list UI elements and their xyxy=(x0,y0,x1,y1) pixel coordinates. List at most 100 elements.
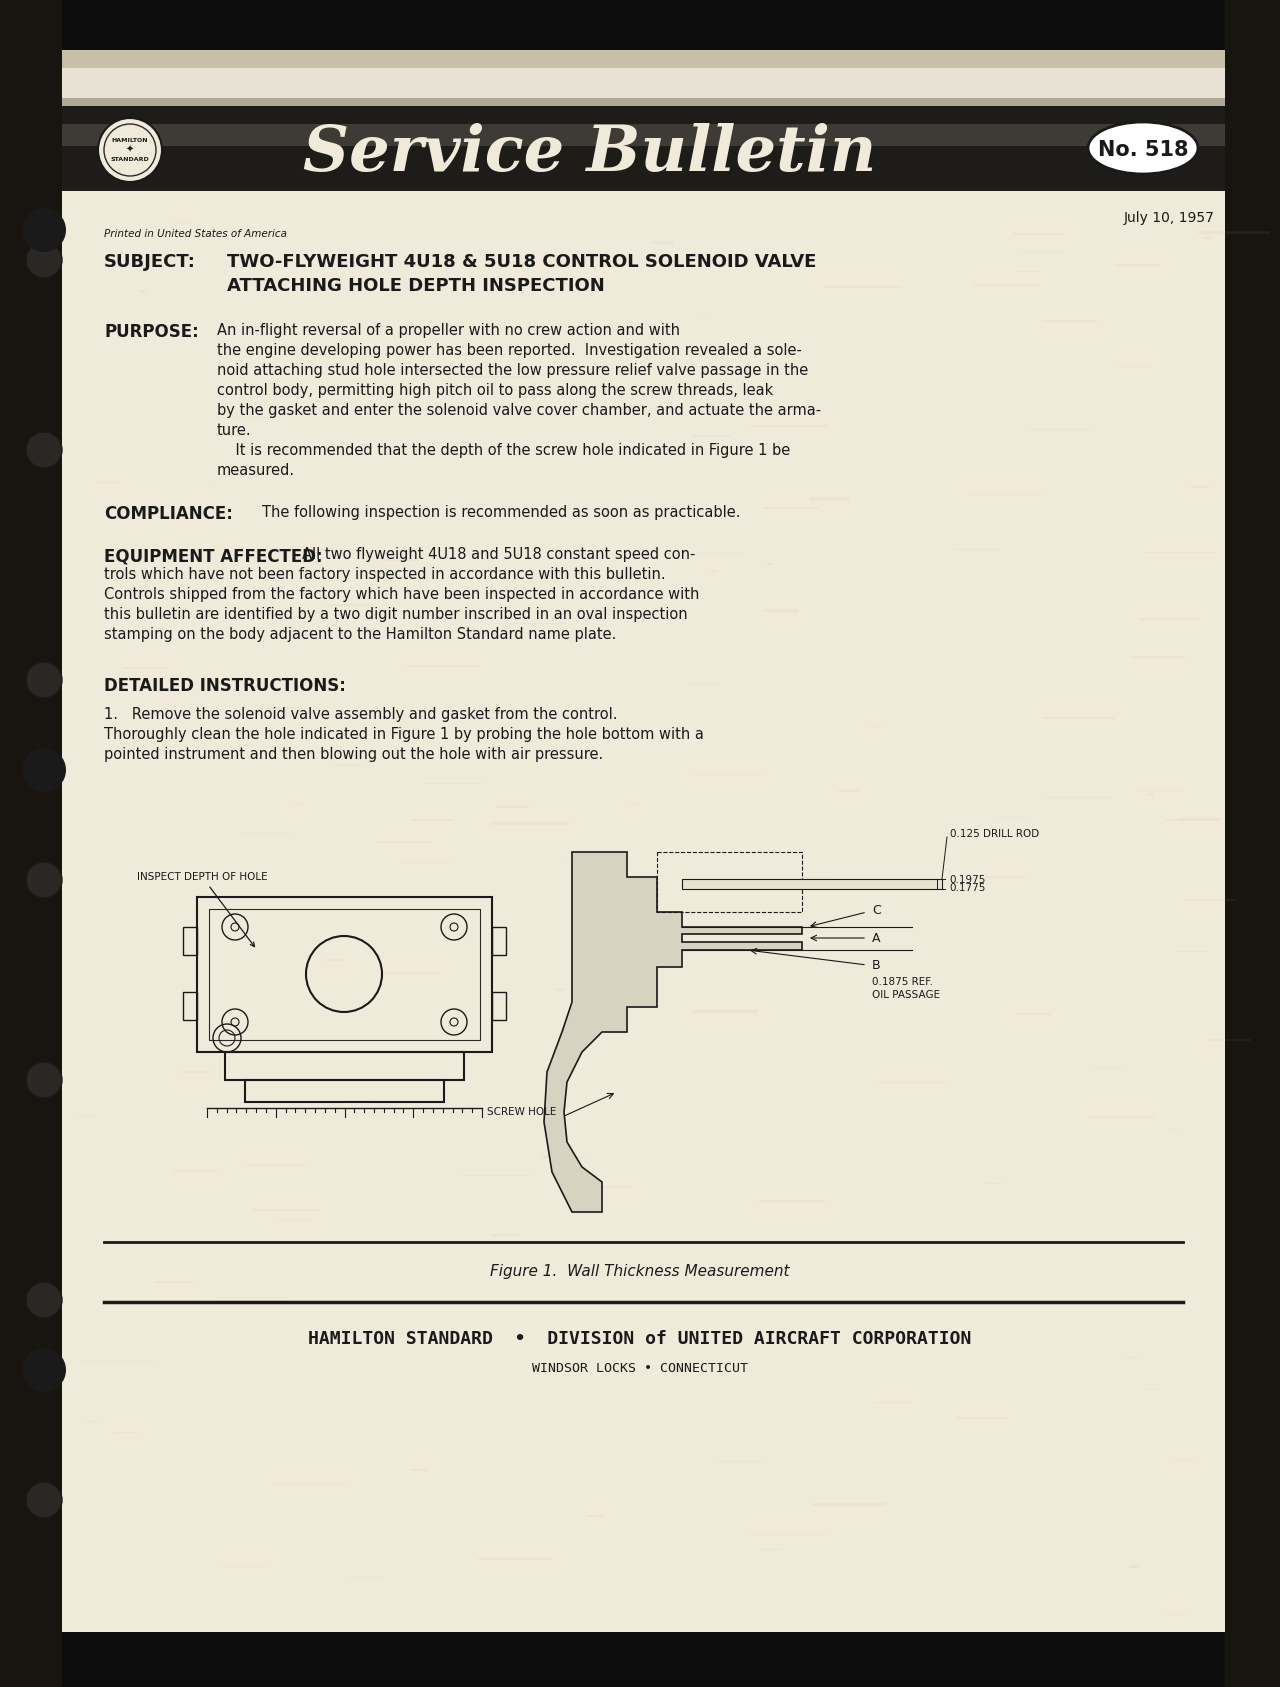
Bar xyxy=(497,805,529,808)
Text: INSPECT DEPTH OF HOLE: INSPECT DEPTH OF HOLE xyxy=(137,872,268,946)
Text: TWO-FLYWEIGHT 4U18 & 5U18 CONTROL SOLENOID VALVE: TWO-FLYWEIGHT 4U18 & 5U18 CONTROL SOLENO… xyxy=(227,253,817,272)
Text: by the gasket and enter the solenoid valve cover chamber, and actuate the arma-: by the gasket and enter the solenoid val… xyxy=(218,403,822,418)
Bar xyxy=(591,1029,614,1031)
Text: The following inspection is recommended as soon as practicable.: The following inspection is recommended … xyxy=(262,504,741,520)
Bar xyxy=(122,668,168,670)
Text: COMPLIANCE:: COMPLIANCE: xyxy=(104,504,233,523)
Bar xyxy=(325,958,343,962)
Text: July 10, 1957: July 10, 1957 xyxy=(1124,211,1215,224)
Bar xyxy=(113,1302,120,1304)
Bar xyxy=(492,1233,517,1237)
Bar xyxy=(653,241,675,243)
Bar xyxy=(61,98,1225,106)
Bar xyxy=(252,1210,317,1211)
Bar xyxy=(465,376,534,378)
Bar xyxy=(810,498,850,499)
Bar xyxy=(1203,236,1212,240)
Text: SCREW HOLE: SCREW HOLE xyxy=(486,1107,557,1117)
Text: Controls shipped from the factory which have been inspected in accordance with: Controls shipped from the factory which … xyxy=(104,587,699,602)
Bar xyxy=(1130,1566,1139,1567)
Bar xyxy=(1198,231,1270,233)
Text: 0.1875 REF.: 0.1875 REF. xyxy=(872,977,933,987)
Text: It is recommended that the depth of the screw hole indicated in Figure 1 be: It is recommended that the depth of the … xyxy=(218,444,790,457)
Bar xyxy=(1184,899,1236,901)
Text: 0.1975: 0.1975 xyxy=(948,876,986,886)
Bar xyxy=(586,1515,604,1517)
Bar xyxy=(986,1183,1002,1184)
Bar xyxy=(1115,265,1160,267)
Text: trols which have not been factory inspected in accordance with this bulletin.: trols which have not been factory inspec… xyxy=(104,567,666,582)
Bar xyxy=(291,548,351,552)
Text: the engine developing power has been reported.  Investigation revealed a sole-: the engine developing power has been rep… xyxy=(218,342,801,358)
Bar xyxy=(246,1164,306,1166)
Bar xyxy=(692,435,730,437)
Text: this bulletin are identified by a two digit number inscribed in an oval inspecti: this bulletin are identified by a two di… xyxy=(104,607,687,623)
Bar xyxy=(342,1100,374,1102)
Bar xyxy=(1179,818,1220,820)
Text: DETAILED INSTRUCTIONS:: DETAILED INSTRUCTIONS: xyxy=(104,676,346,695)
Text: 1.   Remove the solenoid valve assembly and gasket from the control.: 1. Remove the solenoid valve assembly an… xyxy=(104,707,617,722)
Bar xyxy=(492,926,506,955)
Bar xyxy=(557,989,564,990)
Bar xyxy=(596,1186,632,1188)
Bar xyxy=(956,1417,1007,1419)
Bar xyxy=(506,159,532,160)
Bar xyxy=(763,508,818,509)
Bar xyxy=(750,425,828,427)
Text: HAMILTON STANDARD  •  DIVISION of UNITED AIRCRAFT CORPORATION: HAMILTON STANDARD • DIVISION of UNITED A… xyxy=(308,1329,972,1348)
Text: pointed instrument and then blowing out the hole with air pressure.: pointed instrument and then blowing out … xyxy=(104,747,603,763)
Text: Thoroughly clean the hole indicated in Figure 1 by probing the hole bottom with : Thoroughly clean the hole indicated in F… xyxy=(104,727,704,742)
Bar xyxy=(1148,793,1155,796)
Bar xyxy=(1016,1012,1051,1016)
Text: Printed in United States of America: Printed in United States of America xyxy=(104,229,287,240)
Text: 0.1775: 0.1775 xyxy=(948,882,986,892)
Polygon shape xyxy=(544,852,803,1211)
Bar xyxy=(492,992,506,1021)
Bar xyxy=(657,852,803,913)
Bar xyxy=(1091,1117,1155,1118)
Bar xyxy=(173,1171,218,1172)
Circle shape xyxy=(26,1481,61,1518)
Bar xyxy=(197,897,492,1053)
Bar xyxy=(325,604,374,606)
Bar xyxy=(1192,486,1210,489)
Text: An in-flight reversal of a propeller with no crew action and with: An in-flight reversal of a propeller wit… xyxy=(218,322,680,337)
Text: PURPOSE:: PURPOSE: xyxy=(104,322,198,341)
Circle shape xyxy=(26,1063,61,1098)
Bar xyxy=(1166,820,1220,822)
Text: ATTACHING HOLE DEPTH INSPECTION: ATTACHING HOLE DEPTH INSPECTION xyxy=(227,277,604,295)
Bar xyxy=(764,609,797,612)
Bar xyxy=(376,840,433,844)
Text: C: C xyxy=(872,904,881,916)
Bar xyxy=(244,1080,444,1102)
Text: OIL PASSAGE: OIL PASSAGE xyxy=(872,990,940,1000)
Bar xyxy=(986,876,1025,879)
Bar xyxy=(1055,108,1100,110)
Bar xyxy=(61,51,1225,67)
Bar xyxy=(61,67,1225,98)
Bar xyxy=(61,125,1225,147)
Bar xyxy=(183,926,197,955)
Text: Figure 1.  Wall Thickness Measurement: Figure 1. Wall Thickness Measurement xyxy=(490,1264,790,1279)
Text: ture.: ture. xyxy=(218,423,252,439)
Bar xyxy=(759,1199,826,1201)
Text: EQUIPMENT AFFECTED:: EQUIPMENT AFFECTED: xyxy=(104,547,323,565)
Circle shape xyxy=(22,747,67,791)
Circle shape xyxy=(26,432,61,467)
Text: noid attaching stud hole intersected the low pressure relief valve passage in th: noid attaching stud hole intersected the… xyxy=(218,363,808,378)
Text: 0.125 DRILL ROD: 0.125 DRILL ROD xyxy=(950,828,1039,838)
Text: control body, permitting high pitch oil to pass along the screw threads, leak: control body, permitting high pitch oil … xyxy=(218,383,773,398)
Circle shape xyxy=(99,118,163,182)
Bar xyxy=(490,823,570,825)
Bar xyxy=(61,106,1225,191)
Bar xyxy=(934,152,995,154)
Text: B: B xyxy=(872,958,881,972)
Circle shape xyxy=(26,1282,61,1318)
Bar xyxy=(0,0,61,1687)
Text: stamping on the body adjacent to the Hamilton Standard name plate.: stamping on the body adjacent to the Ham… xyxy=(104,628,617,643)
Text: measured.: measured. xyxy=(218,462,296,477)
Bar xyxy=(380,558,419,562)
Text: No. 518: No. 518 xyxy=(1098,140,1188,160)
Text: SUBJECT:: SUBJECT: xyxy=(104,253,196,272)
Bar xyxy=(1042,319,1097,322)
